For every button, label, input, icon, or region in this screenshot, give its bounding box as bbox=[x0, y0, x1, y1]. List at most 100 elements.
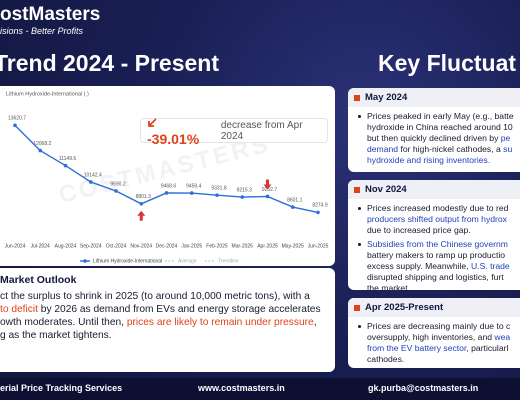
footer: erial Price Tracking Services www.costma… bbox=[0, 378, 520, 400]
text-line: from the EV battery sector, particularl bbox=[356, 343, 520, 354]
data-point bbox=[114, 189, 118, 193]
data-label: 9468.6 bbox=[161, 183, 177, 189]
x-tick-label: Aug-2024 bbox=[55, 243, 77, 249]
arrow-icon bbox=[148, 117, 157, 127]
fluctuation-card: Nov 2024 Prices increased modestly due to… bbox=[348, 180, 520, 290]
data-label: 9590.2 bbox=[110, 181, 126, 187]
footer-text: erial Price Tracking Services bbox=[0, 383, 123, 393]
highlight-text: Subsidies from the Chinese governm bbox=[367, 239, 508, 249]
chart-card bbox=[0, 86, 335, 266]
card-body: Prices are decreasing mainly due to c ove… bbox=[348, 317, 520, 365]
data-label: 8601.1 bbox=[287, 197, 303, 203]
change-text: decrease from Apr 2024 bbox=[220, 119, 303, 142]
series-title: Lithium Hydroxide-International ( ) bbox=[6, 91, 89, 97]
text-line: due to increased price gap. bbox=[356, 225, 520, 236]
x-tick-label: Nov-2024 bbox=[130, 243, 152, 249]
text-line: hydroxide and rising inventories. bbox=[356, 155, 520, 166]
highlight-text: producers shifted output from hydrox bbox=[367, 214, 507, 224]
text: due to increased price gap. bbox=[367, 225, 471, 235]
data-point bbox=[139, 202, 144, 206]
change-value: -39.01% bbox=[147, 130, 200, 147]
x-tick-label: Jun-2024 bbox=[5, 243, 26, 249]
data-label: 9459.4 bbox=[186, 183, 202, 189]
data-label: 8274.9 bbox=[312, 203, 328, 209]
data-label: 13620.7 bbox=[8, 116, 26, 122]
x-tick-label: Apr-2025 bbox=[257, 243, 278, 249]
text-line: but then quickly declined driven by pe bbox=[356, 133, 520, 144]
text-line: Subsidies from the Chinese governm bbox=[356, 239, 520, 250]
x-tick-label: Sep-2024 bbox=[80, 243, 102, 249]
left-title: Trend 2024 - Present bbox=[0, 50, 219, 76]
highlight-text: hydroxide and rising inventories. bbox=[367, 155, 491, 165]
data-point bbox=[164, 191, 169, 195]
text-line: owth moderates. Until then, prices are l… bbox=[0, 316, 335, 329]
fluctuation-card: Apr 2025-Present Prices are decreasing ma… bbox=[348, 298, 520, 368]
text: Prices increased modestly due to red bbox=[367, 203, 509, 213]
data-point bbox=[240, 195, 245, 199]
highlight-text: demand bbox=[367, 144, 399, 154]
card-title: May 2024 bbox=[348, 88, 520, 107]
bullet: Prices increased modestly due to red prod… bbox=[356, 203, 520, 236]
text: Prices are decreasing mainly due to c bbox=[367, 321, 511, 331]
fluctuation-card: May 2024 Prices peaked in early May (e.g.… bbox=[348, 88, 520, 172]
text: oversupply, high inventories, and bbox=[367, 332, 495, 342]
legend-label: Trendline bbox=[218, 258, 239, 264]
x-tick-label: Dec-2024 bbox=[156, 243, 178, 249]
brand: ostMasters bbox=[0, 4, 101, 25]
text-line: battery makers to ramp up productio bbox=[356, 250, 520, 261]
text: owth moderates. Until then, bbox=[0, 317, 127, 328]
x-tick-label: Jan-2025 bbox=[181, 243, 202, 249]
text: excess supply. Meanwhile, bbox=[367, 261, 471, 271]
text-line: cathodes. bbox=[356, 354, 520, 365]
highlight-arrow bbox=[137, 210, 146, 221]
card-body: Prices increased modestly due to red prod… bbox=[348, 199, 520, 290]
text-line: Prices are decreasing mainly due to c bbox=[356, 321, 520, 332]
text: by 2026 as demand from EVs and energy st… bbox=[37, 304, 321, 315]
highlight-text: su bbox=[503, 144, 513, 154]
x-tick-label: Feb-2025 bbox=[206, 243, 228, 249]
card-title: Nov 2024 bbox=[348, 180, 520, 199]
text: hydroxide in China reached around 10 bbox=[367, 122, 513, 132]
highlight-text: to deficit bbox=[0, 304, 38, 315]
data-point bbox=[38, 148, 43, 153]
footer-email[interactable]: gk.purba@costmasters.in bbox=[368, 383, 479, 393]
text-line: ct the surplus to shrink in 2025 (to aro… bbox=[0, 290, 335, 303]
bullet: Prices peaked in early May (e.g., batte h… bbox=[356, 111, 520, 166]
text: , particularl bbox=[466, 343, 509, 353]
legend-swatch bbox=[83, 259, 87, 263]
text: for high-nickel cathodes, a bbox=[398, 144, 504, 154]
text: the market. bbox=[367, 283, 410, 290]
highlight-text: U.S. trade bbox=[470, 261, 510, 271]
text-line: hydroxide in China reached around 10 bbox=[356, 122, 520, 133]
text-line: disrupted shipping and logistics, furt bbox=[356, 272, 520, 283]
text: g as the market tightens. bbox=[0, 330, 112, 341]
data-point bbox=[265, 194, 270, 199]
text: cathodes. bbox=[367, 354, 405, 364]
text: battery makers to ramp up productio bbox=[367, 250, 506, 260]
highlight-text: from the EV battery sector bbox=[367, 343, 467, 353]
text: but then quickly declined driven by bbox=[367, 133, 501, 143]
text: ct the surplus to shrink in 2025 (to aro… bbox=[0, 291, 310, 302]
footer-link[interactable]: www.costmasters.in bbox=[198, 383, 285, 393]
data-label: 9331.8 bbox=[211, 185, 227, 191]
change-badge: -39.01% decrease from Apr 2024 bbox=[140, 117, 328, 147]
data-label: 10142.4 bbox=[84, 172, 102, 178]
highlight-text: prices are likely to remain under pressu… bbox=[126, 317, 314, 328]
highlight-text: wea bbox=[494, 332, 511, 342]
highlight-text: pe bbox=[500, 133, 511, 143]
text-line: producers shifted output from hydrox bbox=[356, 214, 520, 225]
text-line: oversupply, high inventories, and wea bbox=[356, 332, 520, 343]
x-tick-label: Oct-2024 bbox=[106, 243, 127, 249]
text-line: Prices increased modestly due to red bbox=[356, 203, 520, 214]
legend-label: Lithium Hydroxide-International bbox=[93, 258, 162, 264]
text-line: g as the market tightens. bbox=[0, 329, 335, 342]
tagline: isions - Better Profits bbox=[0, 26, 84, 36]
right-title: Key Fluctuat bbox=[378, 50, 517, 76]
data-point bbox=[215, 193, 219, 197]
data-label: 9252.7 bbox=[262, 187, 278, 193]
data-point bbox=[316, 210, 320, 215]
bullet: Prices are decreasing mainly due to c ove… bbox=[356, 321, 520, 365]
data-point bbox=[290, 205, 295, 209]
text-line: the market. bbox=[356, 283, 520, 290]
